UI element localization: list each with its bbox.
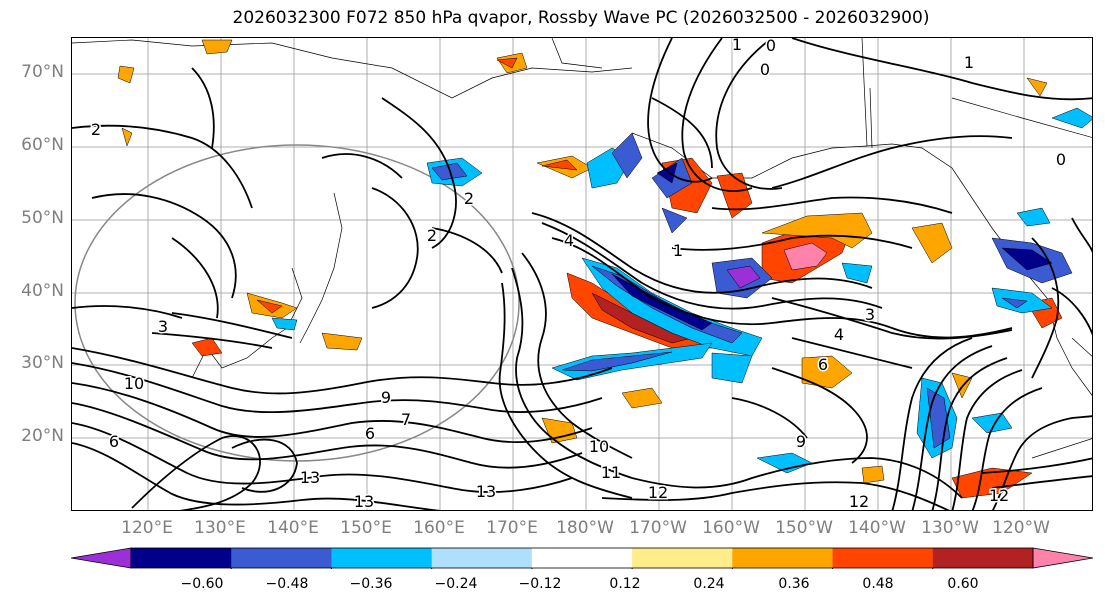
colorbar-tick: 0.48 (862, 576, 894, 592)
contour-label: 6 (109, 432, 119, 451)
colorbar-tick: −0.60 (180, 576, 224, 592)
lat-label-20n: 20°N (21, 426, 64, 446)
lat-label-40n: 40°N (21, 281, 64, 301)
contour-label: 4 (834, 325, 844, 344)
lon-label-140w: 140°W (848, 518, 906, 538)
lon-label-160e: 160°E (413, 518, 465, 538)
contour-label: 9 (796, 432, 806, 451)
colorbar (71, 547, 1094, 569)
lon-label-130e: 130°E (194, 518, 246, 538)
lon-label-160w: 160°W (702, 518, 760, 538)
lon-label-140e: 140°E (267, 518, 319, 538)
contour-label: 2 (91, 120, 101, 139)
colorbar-segment (431, 548, 533, 568)
lon-label-150w: 150°W (775, 518, 833, 538)
contour-label: 6 (818, 355, 828, 374)
lat-label-70n: 70°N (21, 62, 64, 82)
colorbar-extend-min (71, 547, 132, 569)
colorbar-segment (531, 548, 633, 568)
contour-label: 0 (760, 60, 770, 79)
colorbar-tick: −0.24 (434, 576, 478, 592)
contour-label: 4 (564, 231, 574, 250)
lat-label-50n: 50°N (21, 208, 64, 228)
contour-label: 2 (427, 226, 437, 245)
contour-label: 13 (300, 468, 320, 487)
contour-label: 13 (476, 482, 496, 501)
contour-label: 2 (464, 189, 474, 208)
lon-label-180w: 180°W (556, 518, 614, 538)
colorbar-border (130, 547, 1034, 569)
contour-label: 0 (1056, 150, 1066, 169)
reference-circle (74, 144, 520, 462)
lon-label-120e: 120°E (121, 518, 173, 538)
colorbar-segment (131, 548, 232, 568)
colorbar-segment (632, 548, 733, 568)
colorbar-tick: 0.24 (693, 576, 725, 592)
colorbar-segment (231, 548, 332, 568)
contour-label: 1 (732, 38, 742, 54)
lat-label-60n: 60°N (21, 135, 64, 155)
colorbar-segment (331, 548, 433, 568)
lon-label-170e: 170°E (486, 518, 538, 538)
contour-label: 12 (648, 483, 668, 502)
lon-label-170w: 170°W (629, 518, 687, 538)
colorbar-extend-max (1032, 547, 1094, 569)
contour-label: 1 (673, 241, 683, 260)
lon-label-130w: 130°W (921, 518, 979, 538)
contour-label: 10 (124, 374, 144, 393)
anomaly-shading (117, 39, 1092, 499)
colorbar-tick: −0.12 (518, 576, 562, 592)
contour-label: 3 (865, 305, 875, 324)
contour-label: 1 (964, 53, 974, 72)
colorbar-tick: 0.36 (778, 576, 810, 592)
contour-label: 0 (766, 38, 776, 55)
colorbar-segment (732, 548, 834, 568)
colorbar-segment (832, 548, 934, 568)
contour-label: 6 (365, 424, 375, 443)
coastlines (72, 38, 1092, 459)
lat-label-30n: 30°N (21, 353, 64, 373)
map-title: 2026032300 F072 850 hPa qvapor, Rossby W… (232, 8, 930, 28)
contour-label: 9 (381, 388, 391, 407)
lon-label-120w: 120°W (992, 518, 1050, 538)
colorbar-tick: 0.12 (609, 576, 641, 592)
contour-label: 12 (989, 486, 1009, 505)
colorbar-tick: −0.48 (265, 576, 309, 592)
colorbar-segment (932, 548, 1034, 568)
contour-label: 11 (601, 463, 621, 482)
contour-label: 13 (354, 492, 374, 511)
colorbar-tick: 0.60 (947, 576, 979, 592)
map-plot-area: 2 2 2 1 0 0 1 0 1 4 3 4 6 3 9 10 10 11 12 13 13 13 12 12 9 7 6 6 (71, 37, 1093, 511)
contour-label: 7 (401, 410, 411, 429)
lon-label-150e: 150°E (340, 518, 392, 538)
contour-label: 3 (158, 317, 168, 336)
colorbar-tick: −0.36 (349, 576, 393, 592)
contour-label: 10 (589, 437, 609, 456)
contour-label: 12 (849, 492, 869, 511)
contour-lines (72, 38, 1092, 510)
